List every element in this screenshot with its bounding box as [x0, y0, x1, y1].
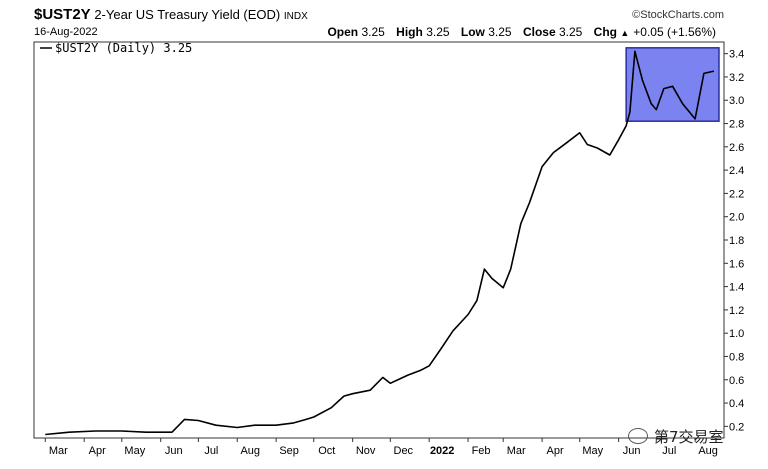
plot-frame — [33, 41, 725, 439]
y-tick-label: 3.4 — [729, 49, 744, 61]
ohlc-change: Chg ▲ +0.05 (+1.56%) — [593, 25, 716, 39]
y-tick-label: 3.0 — [729, 95, 744, 107]
ohlc-close: Close 3.25 — [522, 25, 583, 39]
credit: ©StockCharts.com — [632, 9, 724, 21]
y-tick-label: 2.2 — [729, 188, 744, 200]
chart-title: $UST2Y 2-Year US Treasury Yield (EOD) IN… — [34, 6, 308, 23]
y-tick-label: 0.8 — [729, 351, 744, 363]
x-tick-label: Jun — [623, 445, 641, 457]
y-tick-label: 2.8 — [729, 119, 744, 131]
x-tick-label: Mar — [507, 445, 526, 457]
y-tick-label: 1.6 — [729, 258, 744, 270]
x-tick-label: Sep — [279, 445, 299, 457]
triangle-up-icon: ▲ — [620, 28, 630, 38]
chart-date: 16-Aug-2022 — [34, 26, 98, 38]
x-tick-label: Aug — [698, 445, 718, 457]
x-tick-label: Aug — [240, 445, 260, 457]
ohlc-high: High 3.25 — [396, 25, 450, 39]
x-tick-label: Jul — [662, 445, 676, 457]
y-tick-label: 0.4 — [729, 398, 744, 410]
y-tick-label: 1.4 — [729, 282, 744, 294]
highlight-box — [625, 47, 720, 122]
x-tick-label: Nov — [356, 445, 376, 457]
y-tick-label: 2.6 — [729, 142, 744, 154]
ohlc-open: Open 3.25 — [327, 25, 385, 39]
y-tick-label: 1.0 — [729, 328, 744, 340]
x-tick-label: Feb — [472, 445, 491, 457]
x-tick-label: Apr — [89, 445, 106, 457]
x-tick-label: 2022 — [430, 445, 454, 457]
symbol: $UST2Y — [34, 6, 91, 23]
y-tick-label: 1.2 — [729, 305, 744, 317]
legend-label: $UST2Y (Daily) 3.25 — [55, 41, 192, 55]
wechat-icon — [628, 428, 648, 444]
x-tick-label: May — [124, 445, 145, 457]
x-tick-label: Mar — [49, 445, 68, 457]
ohlc-bar: Open 3.25 High 3.25 Low 3.25 Close 3.25 … — [327, 25, 724, 39]
x-tick-label: Jul — [204, 445, 218, 457]
x-tick-label: Oct — [318, 445, 335, 457]
y-tick-label: 1.8 — [729, 235, 744, 247]
description: 2-Year US Treasury Yield (EOD) — [94, 7, 281, 22]
ohlc-low: Low 3.25 — [460, 25, 512, 39]
y-tick-label: 2.0 — [729, 212, 744, 224]
x-tick-label: May — [582, 445, 603, 457]
series-line — [45, 50, 715, 436]
x-tick-label: Apr — [547, 445, 564, 457]
x-tick-label: Dec — [394, 445, 414, 457]
legend: $UST2Y (Daily) 3.25 — [40, 41, 192, 55]
exchange: INDX — [283, 11, 308, 22]
y-tick-label: 0.6 — [729, 375, 744, 387]
watermark: 第7交易室 — [628, 426, 724, 447]
y-tick-label: 2.4 — [729, 165, 744, 177]
x-tick-label: Jun — [165, 445, 183, 457]
y-tick-label: 0.2 — [729, 421, 744, 433]
y-tick-label: 3.2 — [729, 72, 744, 84]
